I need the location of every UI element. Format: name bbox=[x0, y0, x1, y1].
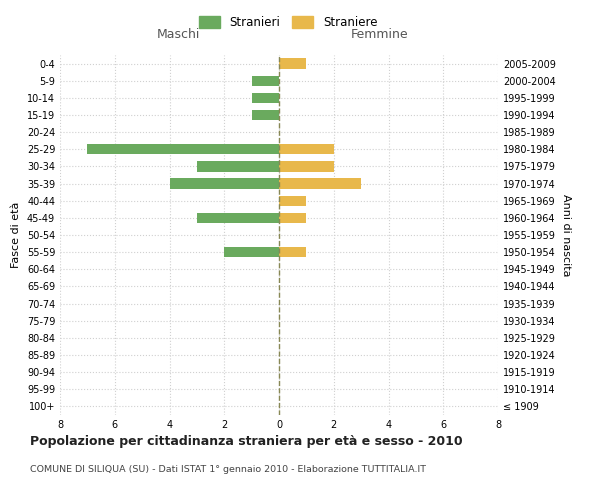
Text: Popolazione per cittadinanza straniera per età e sesso - 2010: Popolazione per cittadinanza straniera p… bbox=[30, 435, 463, 448]
Bar bbox=[251, 92, 279, 103]
Bar bbox=[279, 212, 307, 223]
Bar bbox=[197, 162, 279, 172]
Bar bbox=[279, 162, 334, 172]
Bar bbox=[170, 178, 279, 188]
Bar bbox=[279, 196, 307, 206]
Bar bbox=[224, 247, 279, 258]
Y-axis label: Anni di nascita: Anni di nascita bbox=[561, 194, 571, 276]
Legend: Stranieri, Straniere: Stranieri, Straniere bbox=[194, 11, 382, 34]
Bar bbox=[279, 58, 307, 68]
Text: Femmine: Femmine bbox=[351, 28, 409, 40]
Text: COMUNE DI SILIQUA (SU) - Dati ISTAT 1° gennaio 2010 - Elaborazione TUTTITALIA.IT: COMUNE DI SILIQUA (SU) - Dati ISTAT 1° g… bbox=[30, 465, 426, 474]
Bar bbox=[279, 178, 361, 188]
Text: Maschi: Maschi bbox=[157, 28, 200, 40]
Bar bbox=[197, 212, 279, 223]
Y-axis label: Fasce di età: Fasce di età bbox=[11, 202, 21, 268]
Bar bbox=[279, 144, 334, 154]
Bar bbox=[88, 144, 279, 154]
Bar bbox=[279, 247, 307, 258]
Bar bbox=[251, 110, 279, 120]
Bar bbox=[251, 76, 279, 86]
